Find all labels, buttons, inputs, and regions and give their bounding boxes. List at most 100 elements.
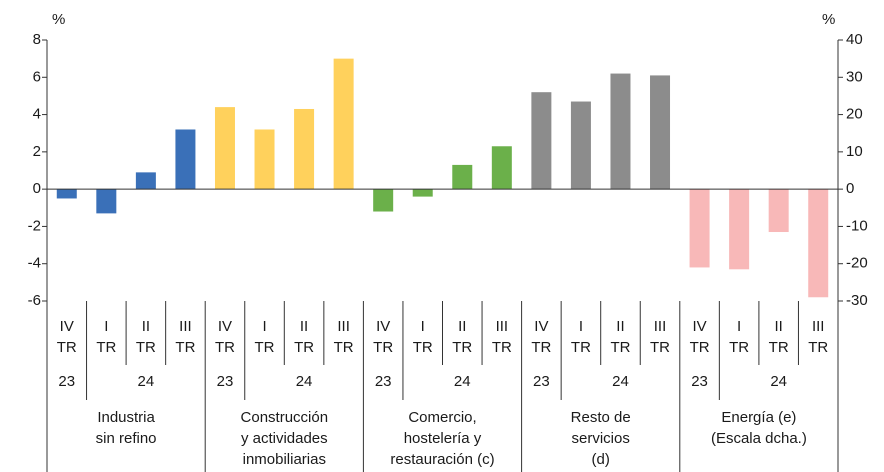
year-label: 23 [217, 373, 234, 390]
x-tick-label: IV [692, 318, 706, 335]
group-label: (Escala dcha.) [711, 430, 807, 447]
bar [96, 189, 117, 214]
group-label: hostelería y [404, 430, 482, 447]
year-label: 23 [691, 373, 708, 390]
x-tick-label: III [496, 318, 509, 335]
bar [768, 189, 789, 233]
x-tick-label: TR [373, 339, 393, 356]
y-tick-label: 0 [33, 180, 41, 197]
x-tick-label: TR [571, 339, 591, 356]
year-label: 24 [770, 373, 787, 390]
bar [135, 172, 156, 190]
y-tick-label: -6 [28, 292, 41, 309]
y-tick-label: -4 [28, 255, 41, 272]
y2-tick-label: 10 [846, 143, 863, 160]
bar [729, 189, 750, 270]
year-label: 24 [612, 373, 629, 390]
x-tick-label: TR [729, 339, 749, 356]
y2-tick-label: -30 [846, 292, 868, 309]
group-label: restauración (c) [390, 451, 494, 468]
x-tick-label: III [812, 318, 825, 335]
group-label: Construcción [241, 409, 329, 426]
year-label: 23 [58, 373, 75, 390]
year-label: 24 [138, 373, 155, 390]
bar [56, 189, 77, 199]
bar [491, 146, 512, 190]
x-tick-label: TR [57, 339, 77, 356]
x-tick-label: IV [534, 318, 548, 335]
group-label: Resto de [571, 409, 631, 426]
group-label: Energía (e) [721, 409, 796, 426]
group-label: Comercio, [408, 409, 476, 426]
bar [254, 129, 275, 190]
x-tick-label: III [179, 318, 192, 335]
y-tick-label: -2 [28, 217, 41, 234]
bar [650, 75, 671, 190]
bar [214, 107, 235, 190]
group-label: inmobiliarias [243, 451, 326, 468]
x-tick-label: IV [218, 318, 232, 335]
group-label: y actividades [241, 430, 328, 447]
year-label: 23 [533, 373, 550, 390]
x-tick-label: TR [255, 339, 275, 356]
x-tick-label: TR [413, 339, 433, 356]
x-tick-label: TR [215, 339, 235, 356]
x-tick-label: TR [96, 339, 116, 356]
bar [333, 58, 354, 190]
group-label: servicios [572, 430, 630, 447]
bar [570, 101, 591, 190]
x-tick-label: TR [334, 339, 354, 356]
group-label: Industria [97, 409, 155, 426]
x-tick-label: I [579, 318, 583, 335]
x-tick-label: TR [492, 339, 512, 356]
bar [808, 189, 829, 298]
y2-tick-label: -10 [846, 217, 868, 234]
bar [610, 73, 631, 190]
x-tick-label: I [421, 318, 425, 335]
bar [373, 189, 394, 212]
bar [294, 108, 315, 190]
y-tick-label: 4 [33, 106, 41, 123]
year-label: 23 [375, 373, 392, 390]
x-tick-label: III [337, 318, 350, 335]
y2-tick-label: 20 [846, 106, 863, 123]
y2-tick-label: 0 [846, 180, 854, 197]
group-label: (d) [592, 451, 610, 468]
x-tick-label: I [737, 318, 741, 335]
x-tick-label: II [616, 318, 624, 335]
y2-tick-label: -20 [846, 255, 868, 272]
x-tick-label: TR [294, 339, 314, 356]
x-tick-label: IV [376, 318, 390, 335]
x-tick-label: II [458, 318, 466, 335]
year-label: 24 [296, 373, 313, 390]
y2-tick-label: 40 [846, 31, 863, 48]
y-unit: % [52, 11, 65, 28]
group-label: sin refino [96, 430, 157, 447]
bar [689, 189, 710, 268]
x-tick-label: TR [769, 339, 789, 356]
x-tick-label: TR [690, 339, 710, 356]
x-tick-label: TR [808, 339, 828, 356]
x-tick-label: TR [610, 339, 630, 356]
x-tick-label: TR [175, 339, 195, 356]
y-tick-label: 8 [33, 31, 41, 48]
x-tick-label: TR [531, 339, 551, 356]
x-tick-label: II [300, 318, 308, 335]
x-tick-label: TR [136, 339, 156, 356]
x-tick-label: TR [650, 339, 670, 356]
x-tick-label: I [104, 318, 108, 335]
y2-tick-label: 30 [846, 68, 863, 85]
x-tick-label: IV [60, 318, 74, 335]
x-tick-label: II [142, 318, 150, 335]
y-tick-label: 2 [33, 143, 41, 160]
bar [452, 164, 473, 190]
x-tick-label: III [654, 318, 667, 335]
x-tick-label: TR [452, 339, 472, 356]
y-tick-label: 6 [33, 68, 41, 85]
bar [531, 92, 552, 190]
bar [175, 129, 196, 190]
y2-unit: % [822, 11, 835, 28]
x-tick-label: I [262, 318, 266, 335]
bar [412, 189, 433, 197]
